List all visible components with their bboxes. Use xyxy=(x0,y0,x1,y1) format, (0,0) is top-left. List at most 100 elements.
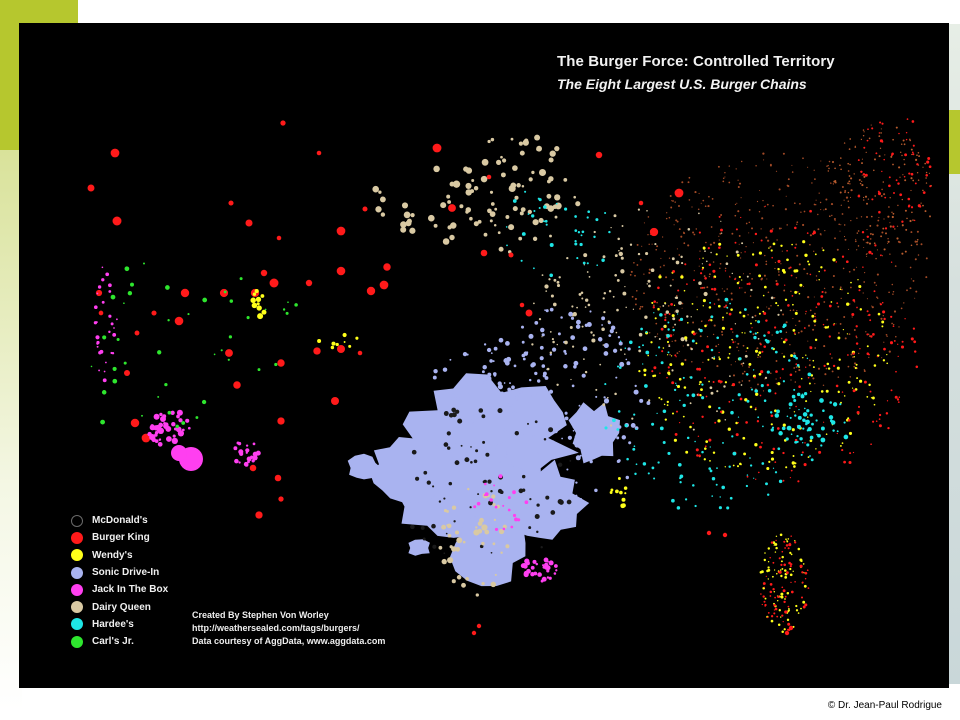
burger-king-location xyxy=(856,410,860,415)
hardees-location xyxy=(642,462,647,466)
hardees-location xyxy=(761,462,765,465)
mcdonalds-location xyxy=(909,266,912,269)
dairy-queen-location xyxy=(581,297,584,300)
burger-king-location xyxy=(313,347,321,355)
mcdonalds-location xyxy=(708,273,711,276)
burger-king-location xyxy=(855,342,859,345)
dairy-queen-location xyxy=(578,292,582,296)
hardees-location xyxy=(803,407,806,410)
dairy-queen-location xyxy=(531,343,534,346)
burger-king-location xyxy=(878,418,881,420)
hardees-location xyxy=(640,327,643,331)
mcdonalds-location xyxy=(432,485,435,488)
hardees-location xyxy=(657,346,661,349)
dairy-queen-location xyxy=(442,238,450,245)
jack-in-the-box-location xyxy=(543,557,549,563)
mcdonalds-location xyxy=(681,181,684,184)
burger-king-location xyxy=(249,464,257,472)
mcdonalds-location xyxy=(813,203,816,206)
wendys-location xyxy=(696,308,698,311)
wendys-location xyxy=(806,416,809,418)
burger-king-location xyxy=(762,595,765,598)
wendys-location xyxy=(651,301,654,304)
burger-king-location xyxy=(832,364,836,368)
jack-in-the-box-location xyxy=(171,437,178,445)
burger-king-location xyxy=(269,278,279,288)
mcdonalds-location xyxy=(721,288,723,290)
mcdonalds-location xyxy=(847,206,850,209)
mcdonalds-location xyxy=(906,217,908,220)
sonic-location xyxy=(528,392,531,395)
mcdonalds-location xyxy=(765,260,768,263)
mcdonalds-location xyxy=(453,520,456,523)
mcdonalds-location xyxy=(822,384,825,387)
mcdonalds-location xyxy=(881,255,884,257)
mcdonalds-location xyxy=(928,172,931,174)
mcdonalds-location xyxy=(863,175,866,178)
mcdonalds-location xyxy=(809,309,812,312)
mcdonalds-location xyxy=(443,497,446,500)
hardees-location xyxy=(675,384,678,387)
mcdonalds-location xyxy=(481,414,486,419)
sonic-location xyxy=(568,494,572,498)
mcdonalds-location xyxy=(914,297,916,299)
wendys-location xyxy=(774,551,777,553)
mcdonalds-location xyxy=(916,240,918,243)
burger-king-location xyxy=(678,421,681,424)
mcdonalds-location xyxy=(829,215,831,217)
wendys-location xyxy=(673,438,677,442)
wendys-location xyxy=(758,274,762,278)
sonic-location xyxy=(582,346,588,352)
mcdonalds-location xyxy=(431,523,436,529)
wendys-location xyxy=(700,388,703,391)
mcdonalds-location xyxy=(866,241,869,244)
hardees-location xyxy=(745,484,749,488)
wendys-location xyxy=(343,341,346,343)
burger-king-location xyxy=(912,327,916,330)
mcdonalds-location xyxy=(692,321,695,324)
hardees-location xyxy=(757,416,760,419)
mcdonalds-location xyxy=(711,198,714,200)
jack-in-the-box-location xyxy=(108,290,112,293)
burger-king-location xyxy=(907,197,911,201)
mcdonalds-location xyxy=(443,552,446,555)
mcdonalds-location xyxy=(904,250,907,253)
jack-in-the-box-location xyxy=(502,527,506,531)
dairy-queen-location xyxy=(440,202,447,209)
mcdonalds-location xyxy=(835,323,837,325)
wendys-location xyxy=(820,266,823,269)
mcdonalds-location xyxy=(911,211,913,214)
mcdonalds-location xyxy=(659,306,661,308)
burger-king-location xyxy=(892,325,895,328)
wendys-location xyxy=(660,398,663,401)
mcdonalds-location xyxy=(636,243,639,246)
dairy-queen-location xyxy=(547,205,555,212)
mcdonalds-location xyxy=(915,290,918,293)
dairy-queen-location xyxy=(770,296,774,300)
jack-in-the-box-location xyxy=(177,430,185,437)
burger-king-location xyxy=(734,241,737,244)
dairy-queen-location xyxy=(644,315,648,319)
sonic-location xyxy=(573,364,577,369)
mcdonalds-location xyxy=(844,191,846,194)
mcdonalds-location xyxy=(784,208,787,211)
burger-king-location xyxy=(841,391,844,393)
burger-king-location xyxy=(692,422,694,424)
mcdonalds-location xyxy=(866,202,868,205)
sonic-location xyxy=(625,358,628,361)
jack-in-the-box-location xyxy=(542,565,546,569)
mcdonalds-location xyxy=(918,155,921,158)
burger-king-location xyxy=(776,427,780,430)
mcdonalds-location xyxy=(804,313,807,315)
burger-king-location xyxy=(677,289,680,292)
mcdonalds-location xyxy=(482,440,486,444)
mcdonalds-location xyxy=(880,195,883,197)
mcdonalds-location xyxy=(732,374,736,377)
hardees-location xyxy=(633,413,636,416)
sonic-location xyxy=(493,346,498,351)
mcdonalds-location xyxy=(756,347,759,350)
wendys-location xyxy=(782,340,786,344)
dairy-queen-location xyxy=(690,347,693,351)
sonic-location xyxy=(601,324,603,326)
sonic-location xyxy=(595,395,598,398)
